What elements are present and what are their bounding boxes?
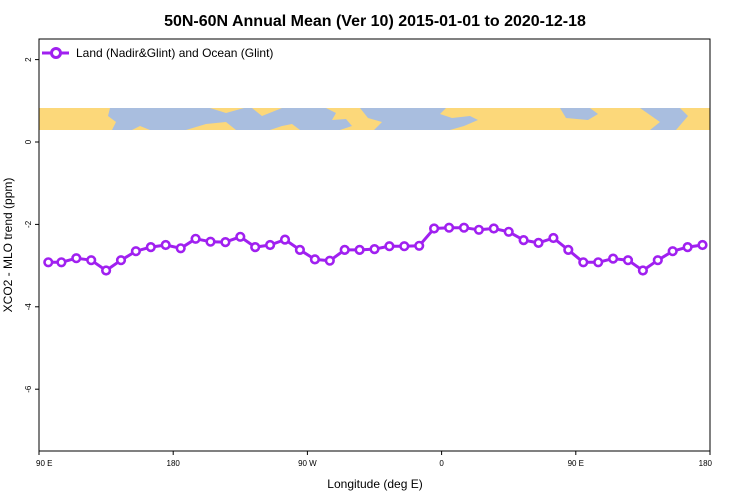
map-ocean-atlantic xyxy=(360,108,478,130)
legend-marker xyxy=(50,47,62,59)
data-point xyxy=(697,239,708,251)
data-point xyxy=(265,239,276,251)
data-point xyxy=(637,265,649,276)
x-tick-label: 0 xyxy=(439,459,444,468)
data-point xyxy=(86,255,97,266)
data-point xyxy=(518,235,529,246)
y-tick-label: -6 xyxy=(24,385,33,393)
y-axis: 2 0 -2 -4 -6 xyxy=(24,57,39,393)
data-point xyxy=(593,257,604,268)
data-point xyxy=(324,255,335,266)
data-point xyxy=(622,255,634,266)
map-ocean-shapes xyxy=(108,108,688,130)
data-point xyxy=(205,236,216,247)
data-point xyxy=(115,255,127,266)
map-ocean-pacific xyxy=(108,108,352,130)
x-tick-label: 180 xyxy=(699,459,713,468)
data-point xyxy=(130,246,141,257)
legend: Land (Nadir&Glint) and Ocean (Glint) xyxy=(42,46,273,60)
y-axis-label: XCO2 - MLO trend (ppm) xyxy=(1,178,15,313)
x-axis: 90 E 180 90 W 0 90 E 180 xyxy=(36,451,713,468)
data-point xyxy=(56,257,67,268)
y-tick-label: -2 xyxy=(24,220,33,228)
x-tick-label: 90 E xyxy=(36,459,52,468)
data-point xyxy=(43,257,54,268)
data-point xyxy=(235,231,246,242)
data-point xyxy=(294,244,306,255)
data-point xyxy=(399,241,410,252)
data-point xyxy=(100,265,112,276)
data-point xyxy=(160,239,171,251)
data-point xyxy=(667,246,678,257)
data-point xyxy=(175,243,186,254)
data-point xyxy=(548,232,559,244)
data-point xyxy=(384,241,395,252)
data-point xyxy=(354,244,365,255)
data-point xyxy=(682,242,693,253)
data-point xyxy=(444,222,455,233)
x-tick-label: 180 xyxy=(167,459,181,468)
chart-title: 50N-60N Annual Mean (Ver 10) 2015-01-01 … xyxy=(164,13,586,30)
data-point xyxy=(250,242,261,253)
data-point xyxy=(429,223,440,234)
world-map-strip xyxy=(39,108,710,130)
plot-frame xyxy=(38,38,711,452)
data-point xyxy=(339,244,350,255)
y-tick-label: -4 xyxy=(24,303,33,311)
data-point xyxy=(309,254,321,265)
data-point xyxy=(71,253,82,264)
data-point xyxy=(414,240,425,251)
data-point xyxy=(458,222,470,233)
data-point xyxy=(473,224,485,235)
data-point xyxy=(607,253,619,264)
data-point xyxy=(190,233,201,244)
legend-label: Land (Nadir&Glint) and Ocean (Glint) xyxy=(76,46,273,60)
map-ocean-pacific-east xyxy=(640,108,688,130)
map-ocean-sea-of-okhotsk xyxy=(560,108,598,120)
data-point xyxy=(369,244,380,255)
data-point xyxy=(578,257,589,268)
x-tick-label: 90 E xyxy=(568,459,584,468)
data-point xyxy=(503,226,514,237)
y-tick-label: 2 xyxy=(24,57,33,62)
x-axis-label: Longitude (deg E) xyxy=(327,477,422,491)
data-point xyxy=(279,234,291,245)
data-point xyxy=(652,255,663,266)
y-tick-label: 0 xyxy=(24,139,33,144)
x-tick-label: 90 W xyxy=(298,459,317,468)
data-point xyxy=(533,237,544,248)
data-point xyxy=(220,237,231,248)
series-layer xyxy=(43,222,708,276)
data-point xyxy=(488,223,499,234)
data-point xyxy=(145,242,156,253)
data-point xyxy=(563,244,574,255)
